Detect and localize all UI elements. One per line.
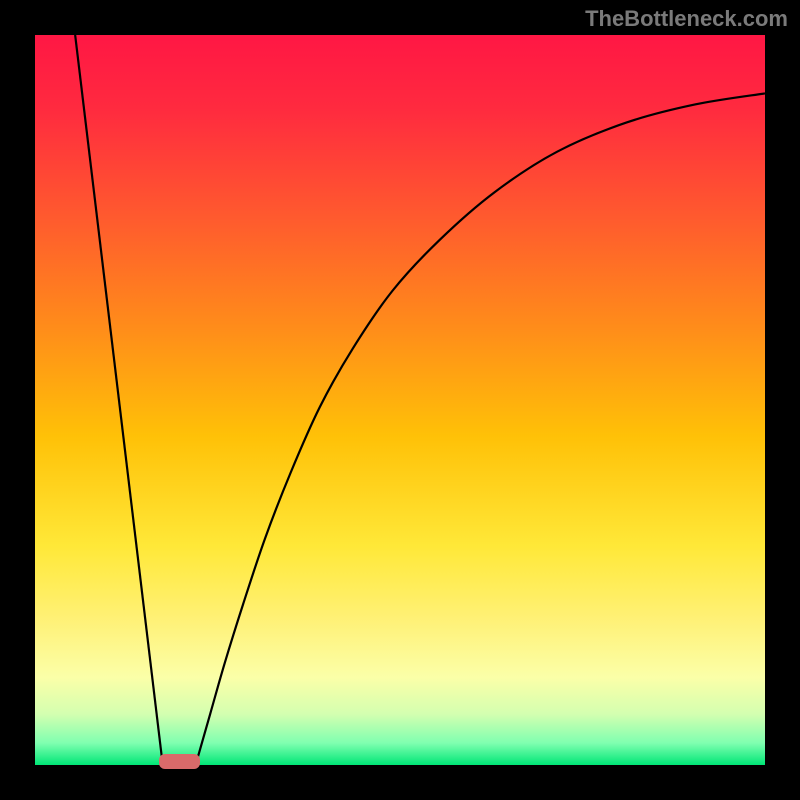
bottleneck-marker (159, 754, 199, 769)
watermark-text: TheBottleneck.com (585, 6, 788, 32)
left-line-path (75, 35, 163, 765)
curve-layer (35, 35, 765, 765)
chart-container: TheBottleneck.com (0, 0, 800, 800)
right-curve-path (196, 93, 765, 765)
plot-area (35, 35, 765, 765)
